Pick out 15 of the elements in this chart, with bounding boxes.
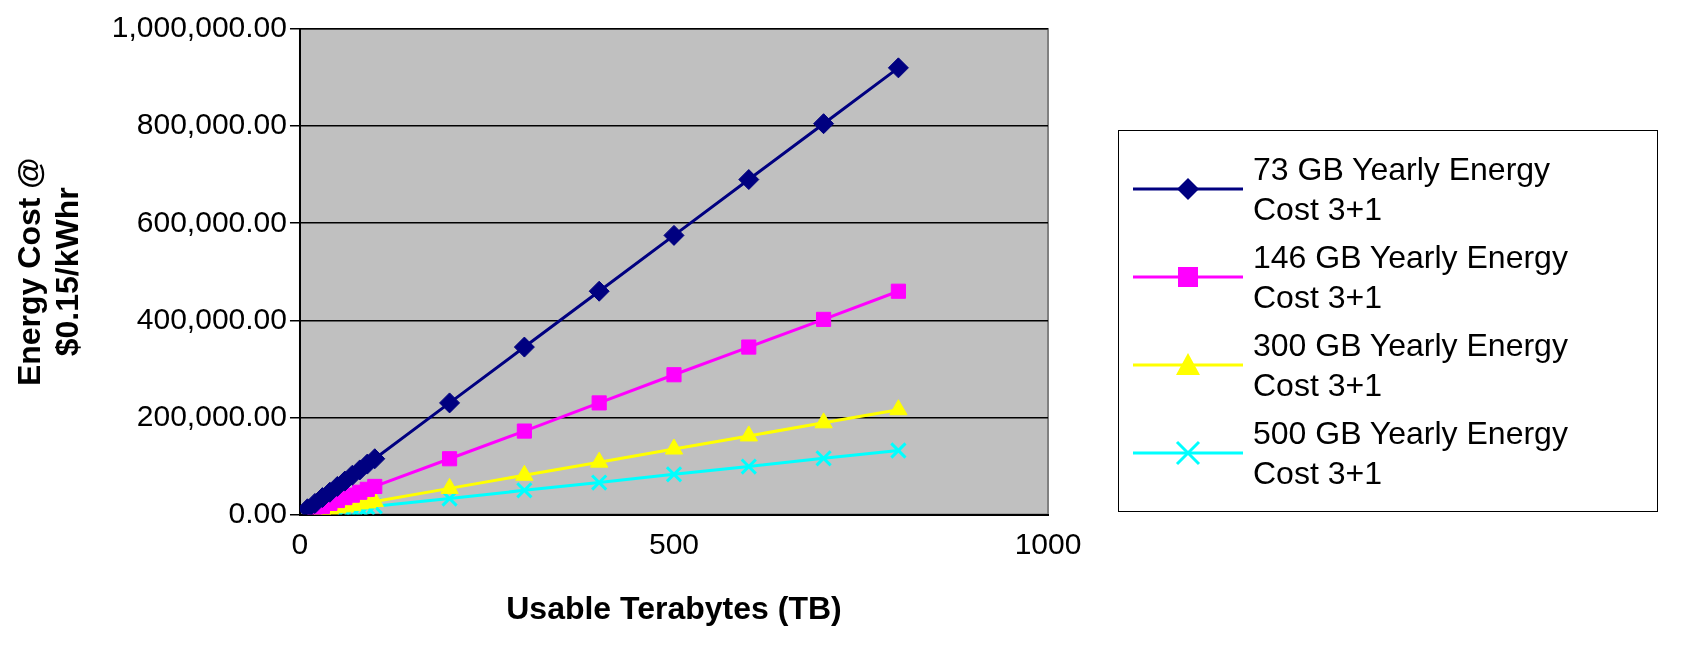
y-tick-label: 200,000.00 — [136, 398, 287, 432]
legend-label: 500 GB Yearly Energy Cost 3+1 — [1253, 413, 1569, 493]
y-tick-label: 0.00 — [228, 495, 287, 529]
legend-label: 300 GB Yearly Energy Cost 3+1 — [1253, 325, 1569, 405]
x-tick-label: 0 — [291, 526, 309, 560]
y-tick-label: 1,000,000.00 — [111, 10, 287, 44]
legend-label: 146 GB Yearly Energy Cost 3+1 — [1253, 237, 1569, 317]
x-tick-label: 1000 — [1014, 526, 1082, 560]
y-axis-title: Energy Cost @ $0.15/kWhr — [11, 157, 86, 387]
x-tick-label: 500 — [648, 526, 700, 560]
legend-label: 73 GB Yearly Energy Cost 3+1 — [1253, 149, 1552, 229]
y-tick-label: 800,000.00 — [136, 107, 287, 141]
x-axis-title: Usable Terabytes (TB) — [506, 589, 842, 626]
y-tick-label: 600,000.00 — [136, 204, 287, 238]
y-tick-label: 400,000.00 — [136, 301, 287, 335]
